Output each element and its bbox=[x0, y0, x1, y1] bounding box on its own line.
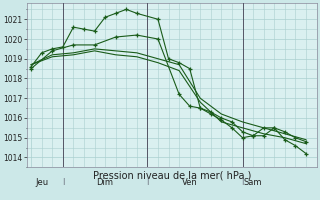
Text: Ven: Ven bbox=[182, 178, 197, 187]
Text: Sam: Sam bbox=[244, 178, 262, 187]
Text: |: | bbox=[146, 178, 148, 185]
X-axis label: Pression niveau de la mer( hPa ): Pression niveau de la mer( hPa ) bbox=[92, 170, 251, 180]
Text: Dim: Dim bbox=[97, 178, 114, 187]
Text: |: | bbox=[241, 178, 244, 185]
Text: |: | bbox=[62, 178, 64, 185]
Text: Jeu: Jeu bbox=[35, 178, 48, 187]
